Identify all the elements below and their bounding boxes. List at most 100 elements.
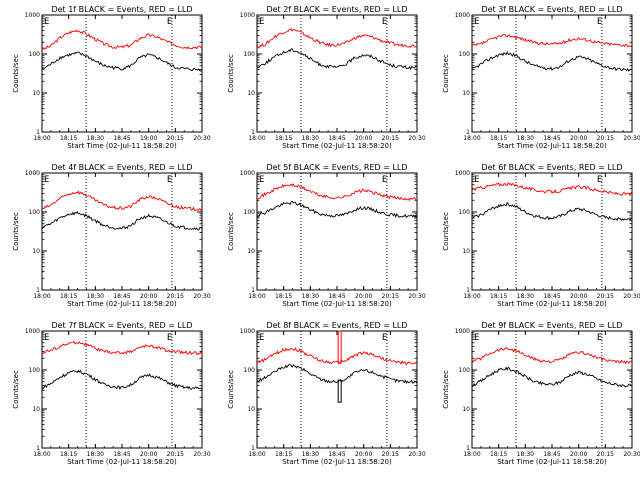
event-marker: E bbox=[167, 17, 172, 27]
x-tick-label: 20:15 bbox=[167, 451, 184, 458]
series-line-lld bbox=[256, 27, 418, 49]
series-line-lld bbox=[471, 181, 633, 197]
x-tick-label: 18:15 bbox=[275, 135, 292, 142]
x-tick-label: 20:15 bbox=[382, 293, 399, 300]
x-tick-label: 18:30 bbox=[87, 135, 104, 142]
x-tick-label: 20:30 bbox=[408, 293, 425, 300]
y-axis-label: Counts/sec bbox=[12, 54, 20, 93]
x-tick-label: 20:30 bbox=[623, 451, 640, 458]
x-tick-label: 20:00 bbox=[570, 135, 587, 142]
x-tick-label: 20:30 bbox=[193, 451, 210, 458]
event-marker: E bbox=[167, 175, 172, 185]
y-tick-label: 1 bbox=[36, 445, 40, 452]
y-tick-label: 10 bbox=[32, 90, 40, 97]
x-tick-label: 19:00 bbox=[140, 135, 157, 142]
y-tick-label: 10 bbox=[247, 248, 255, 255]
panel-title: Det 2f BLACK = Events, RED = LLD bbox=[266, 5, 407, 14]
x-axis-label: Start Time (02-Jul-11 18:58:20) bbox=[282, 142, 392, 150]
x-tick-label: 18:00 bbox=[33, 135, 50, 142]
x-tick-label: 18:15 bbox=[60, 293, 77, 300]
event-marker: E bbox=[382, 175, 387, 185]
plot-frame bbox=[256, 172, 418, 291]
x-tick-label: 18:15 bbox=[490, 135, 507, 142]
series-line-events bbox=[41, 369, 203, 391]
y-tick-label: 1 bbox=[36, 287, 40, 294]
x-tick-label: 18:15 bbox=[490, 293, 507, 300]
panel-title: Det 6f BLACK = Events, RED = LLD bbox=[481, 163, 622, 172]
y-tick-label: 1000 bbox=[240, 12, 255, 19]
y-axis-label: Counts/sec bbox=[227, 54, 235, 93]
x-tick-label: 18:30 bbox=[302, 135, 319, 142]
y-tick-label: 10 bbox=[247, 90, 255, 97]
event-marker: E bbox=[44, 17, 49, 27]
lld-spike bbox=[337, 330, 342, 364]
series-line-events bbox=[256, 364, 418, 384]
plot-frame bbox=[471, 172, 633, 291]
plot-frame bbox=[471, 330, 633, 449]
series-line-events bbox=[41, 51, 203, 72]
x-axis-label: Start Time (02-Jul-11 18:58:20) bbox=[497, 300, 607, 308]
x-tick-label: 20:15 bbox=[597, 293, 614, 300]
event-marker: E bbox=[259, 17, 264, 27]
x-tick-label: 18:45 bbox=[328, 451, 345, 458]
plot-frame bbox=[471, 14, 633, 133]
y-tick-label: 100 bbox=[244, 51, 256, 58]
x-tick-label: 20:30 bbox=[408, 451, 425, 458]
y-tick-label: 1 bbox=[251, 445, 255, 452]
x-tick-label: 18:00 bbox=[248, 135, 265, 142]
y-tick-label: 10 bbox=[462, 90, 470, 97]
y-tick-label: 10 bbox=[462, 248, 470, 255]
y-tick-label: 1 bbox=[466, 287, 470, 294]
y-axis-label: Counts/sec bbox=[227, 212, 235, 251]
y-tick-label: 1 bbox=[251, 129, 255, 136]
x-tick-label: 20:15 bbox=[167, 293, 184, 300]
y-tick-label: 1000 bbox=[455, 328, 470, 335]
y-tick-label: 100 bbox=[29, 367, 41, 374]
y-tick-label: 100 bbox=[459, 51, 471, 58]
y-tick-label: 1000 bbox=[455, 170, 470, 177]
x-axis-label: Start Time (02-Jul-11 18:58:20) bbox=[67, 458, 177, 466]
x-tick-label: 20:00 bbox=[355, 135, 372, 142]
x-tick-label: 20:00 bbox=[355, 451, 372, 458]
x-tick-label: 20:30 bbox=[623, 135, 640, 142]
y-tick-label: 100 bbox=[244, 209, 256, 216]
x-axis-label: Start Time (02-Jul-11 18:58:20) bbox=[497, 142, 607, 150]
event-marker: E bbox=[382, 17, 387, 27]
x-tick-label: 18:30 bbox=[517, 451, 534, 458]
x-tick-label: 20:00 bbox=[570, 293, 587, 300]
y-axis-label: Counts/sec bbox=[442, 212, 450, 251]
x-tick-label: 20:15 bbox=[382, 135, 399, 142]
x-tick-label: 18:15 bbox=[275, 293, 292, 300]
x-axis-label: Start Time (02-Jul-11 18:58:20) bbox=[67, 300, 177, 308]
x-tick-label: 18:45 bbox=[113, 293, 130, 300]
event-marker: E bbox=[474, 333, 479, 343]
x-tick-label: 18:45 bbox=[113, 135, 130, 142]
y-tick-label: 1 bbox=[466, 445, 470, 452]
y-tick-label: 10 bbox=[32, 406, 40, 413]
event-marker: E bbox=[44, 175, 49, 185]
plot-frame bbox=[41, 330, 203, 449]
y-axis-label: Counts/sec bbox=[442, 370, 450, 409]
panel-title: Det 1f BLACK = Events, RED = LLD bbox=[51, 5, 192, 14]
series-line-lld bbox=[471, 346, 633, 365]
y-axis-label: Counts/sec bbox=[12, 212, 20, 251]
x-tick-label: 20:30 bbox=[193, 293, 210, 300]
x-tick-label: 18:15 bbox=[60, 451, 77, 458]
x-tick-label: 18:45 bbox=[543, 135, 560, 142]
y-tick-label: 100 bbox=[244, 367, 256, 374]
y-axis-label: Counts/sec bbox=[12, 370, 20, 409]
y-tick-label: 1000 bbox=[25, 328, 40, 335]
y-tick-label: 1000 bbox=[455, 12, 470, 19]
y-tick-label: 1 bbox=[466, 129, 470, 136]
x-axis-label: Start Time (02-Jul-11 18:58:20) bbox=[497, 458, 607, 466]
x-tick-label: 20:30 bbox=[408, 135, 425, 142]
x-tick-label: 18:45 bbox=[543, 293, 560, 300]
panel-title: Det 8f BLACK = Events, RED = LLD bbox=[266, 321, 407, 330]
y-axis-label: Counts/sec bbox=[227, 370, 235, 409]
